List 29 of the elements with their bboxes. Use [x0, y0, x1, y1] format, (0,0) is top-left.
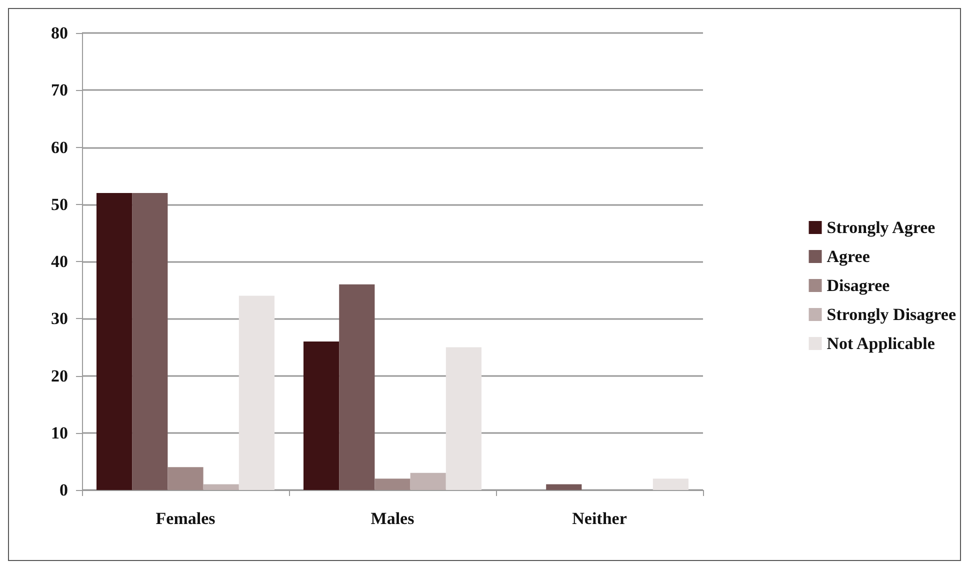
legend-label: Agree [826, 247, 870, 266]
bar [339, 284, 375, 490]
bar [168, 467, 204, 490]
y-tick-label: 20 [51, 366, 68, 386]
bar [546, 484, 582, 490]
bar [238, 296, 275, 490]
x-tick-label: Males [370, 509, 415, 528]
legend-label: Strongly Agree [826, 218, 936, 237]
y-tick-label: 30 [51, 309, 68, 328]
y-tick-label: 50 [51, 194, 68, 214]
x-tick-label: Neither [572, 509, 628, 528]
bar [132, 192, 168, 490]
y-tick-label: 10 [51, 423, 68, 442]
x-tick-label: Females [156, 509, 216, 528]
y-tick-label: 40 [51, 252, 68, 271]
y-tick-label: 60 [51, 138, 68, 157]
bar [410, 472, 446, 490]
bar [203, 484, 239, 490]
legend-label: Disagree [826, 276, 890, 295]
y-tick-label: 0 [60, 480, 68, 500]
bar [652, 478, 689, 490]
legend-label: Not Applicable [826, 334, 936, 353]
bar [96, 192, 132, 490]
y-tick-label: 70 [51, 80, 68, 100]
bar [446, 347, 482, 490]
bar [303, 341, 340, 490]
y-tick-label: 80 [51, 24, 68, 42]
bar [374, 478, 410, 490]
legend-label: Strongly Disagree [826, 305, 956, 324]
